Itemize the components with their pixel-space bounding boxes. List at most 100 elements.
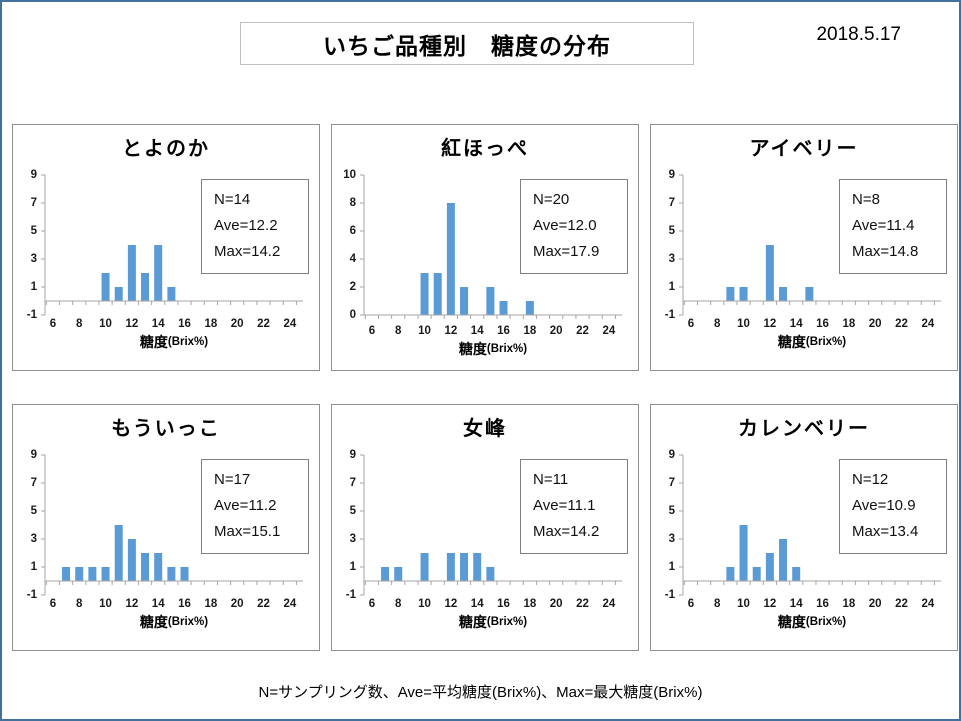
y-tick-label: 7 xyxy=(31,197,37,209)
bar xyxy=(739,287,748,301)
x-tick-label: 24 xyxy=(921,318,934,330)
x-tick-label: 20 xyxy=(231,598,244,610)
y-tick-label: 4 xyxy=(350,253,357,265)
date-label: 2018.5.17 xyxy=(816,24,901,45)
stat-max: Max=14.8 xyxy=(852,242,919,260)
bar xyxy=(141,273,150,301)
y-tick-label: 5 xyxy=(669,225,676,237)
bar xyxy=(154,553,163,581)
histogram-svg: 6 8 10 12 14 16 18 20 22 24 -1 1 3 5 7 9 糖度(Brix%) xyxy=(27,169,303,350)
bar xyxy=(726,287,735,301)
y-tick-label: 9 xyxy=(350,449,356,461)
x-tick-label: 14 xyxy=(152,318,165,330)
stat-max: Max=13.4 xyxy=(852,522,919,540)
bar xyxy=(114,287,123,301)
footnote: N=サンプリング数、Ave=平均糖度(Brix%)、Max=最大糖度(Brix%… xyxy=(258,684,703,701)
bar xyxy=(460,287,469,315)
x-tick-label: 18 xyxy=(842,318,855,330)
y-tick-label: 3 xyxy=(31,253,37,265)
bar xyxy=(433,273,442,315)
x-axis-title: 糖度(Brix%) xyxy=(778,614,846,630)
charts-grid: とよのか 6 8 10 12 14 16 18 20 22 24 -1 1 3 5 7 9 糖度(Brix%) … xyxy=(12,124,958,651)
chart-panel: アイベリー 6 8 10 12 14 16 18 20 22 24 -1 1 3 5 7 9 糖度(Brix%)… xyxy=(650,124,958,371)
bar xyxy=(726,567,735,581)
x-tick-label: 16 xyxy=(497,598,510,610)
x-tick-label: 12 xyxy=(444,598,457,610)
x-axis-title: 糖度(Brix%) xyxy=(459,341,527,357)
y-tick-label: 5 xyxy=(669,505,676,517)
bar xyxy=(779,539,788,581)
x-tick-label: 12 xyxy=(444,325,457,337)
x-tick-label: 18 xyxy=(842,598,855,610)
x-tick-label: 12 xyxy=(763,598,776,610)
bar xyxy=(446,203,455,315)
bar xyxy=(765,245,774,301)
stat-n: N=8 xyxy=(852,191,880,208)
x-tick-label: 10 xyxy=(418,325,431,337)
bar xyxy=(486,567,495,581)
x-tick-label: 24 xyxy=(921,598,934,610)
histogram-svg: 6 8 10 12 14 16 18 20 22 24 -1 1 3 5 7 9 糖度(Brix%) xyxy=(346,449,622,630)
x-tick-label: 8 xyxy=(395,325,402,337)
x-tick-label: 22 xyxy=(895,318,908,330)
stat-max: Max=17.9 xyxy=(533,242,600,260)
x-tick-label: 14 xyxy=(790,598,803,610)
y-tick-label: 3 xyxy=(669,253,675,265)
bar xyxy=(101,273,110,301)
stat-ave: Ave=12.2 xyxy=(214,216,278,234)
x-tick-label: 22 xyxy=(257,598,270,610)
y-tick-label: 7 xyxy=(31,477,37,489)
y-tick-label: 10 xyxy=(343,169,356,181)
bar xyxy=(141,553,150,581)
x-tick-label: 18 xyxy=(204,598,217,610)
x-tick-label: 8 xyxy=(714,318,721,330)
y-tick-label: -1 xyxy=(27,589,38,601)
y-tick-label: 9 xyxy=(31,169,37,181)
x-tick-label: 14 xyxy=(471,598,484,610)
x-tick-label: 12 xyxy=(125,598,138,610)
stat-n: N=14 xyxy=(214,191,251,208)
x-tick-label: 6 xyxy=(50,318,56,330)
y-tick-label: 9 xyxy=(669,449,675,461)
bar xyxy=(752,567,761,581)
x-tick-label: 8 xyxy=(76,318,83,330)
bar xyxy=(381,567,390,581)
bar xyxy=(62,567,71,581)
x-axis-title: 糖度(Brix%) xyxy=(459,614,527,630)
x-tick-label: 8 xyxy=(714,598,721,610)
chart-panel: 女峰 6 8 10 12 14 16 18 20 22 24 -1 1 3 5 7 9 糖度(Brix%) N=… xyxy=(331,404,639,651)
x-tick-label: 8 xyxy=(76,598,83,610)
bar xyxy=(101,567,110,581)
bar xyxy=(525,301,534,315)
y-tick-label: 3 xyxy=(669,533,675,545)
bar xyxy=(446,553,455,581)
y-tick-label: 1 xyxy=(31,561,38,573)
y-tick-label: 5 xyxy=(350,505,357,517)
y-tick-label: 5 xyxy=(31,225,38,237)
y-tick-label: 9 xyxy=(669,169,675,181)
x-axis-title: 糖度(Brix%) xyxy=(778,334,846,350)
x-tick-label: 22 xyxy=(576,325,589,337)
stat-ave: Ave=12.0 xyxy=(533,216,597,234)
x-tick-label: 12 xyxy=(125,318,138,330)
chart-title: もういっこ xyxy=(111,418,221,440)
stat-ave: Ave=11.4 xyxy=(852,216,915,234)
stat-ave: Ave=10.9 xyxy=(852,496,916,514)
y-tick-label: -1 xyxy=(665,589,676,601)
stat-max: Max=14.2 xyxy=(533,522,600,540)
y-tick-label: 5 xyxy=(31,505,38,517)
x-tick-label: 20 xyxy=(869,598,882,610)
x-tick-label: 6 xyxy=(369,598,375,610)
bar xyxy=(499,301,508,315)
bar xyxy=(127,539,136,581)
y-tick-label: 8 xyxy=(350,197,357,209)
x-tick-label: 10 xyxy=(418,598,431,610)
chart-panel: 紅ほっぺ 6 8 10 12 14 16 18 20 22 24 0 2 4 6 8 10 糖度(Brix%) … xyxy=(331,124,639,371)
x-tick-label: 10 xyxy=(99,598,112,610)
y-tick-label: 7 xyxy=(669,197,675,209)
chart-title: 紅ほっぺ xyxy=(441,138,529,160)
x-tick-label: 20 xyxy=(869,318,882,330)
page-title: いちご品種別 糖度の分布 xyxy=(323,32,611,59)
y-tick-label: 1 xyxy=(350,561,357,573)
